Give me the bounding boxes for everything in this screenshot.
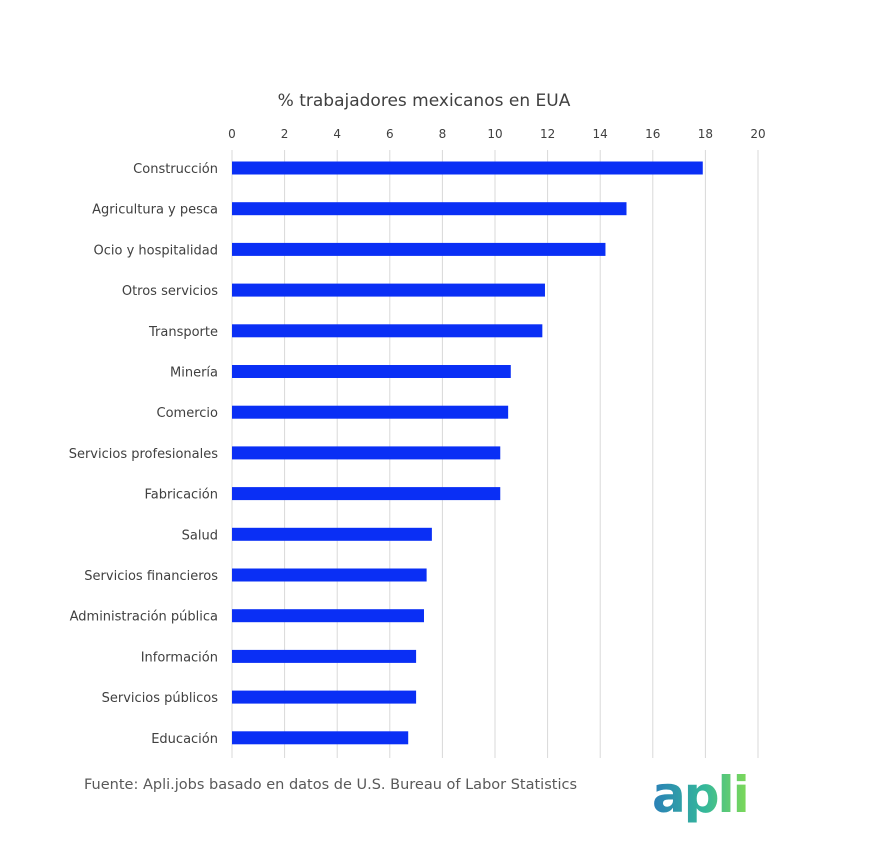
category-label: Transporte bbox=[148, 325, 218, 340]
bar bbox=[232, 446, 501, 460]
x-tick-label: 12 bbox=[540, 127, 555, 141]
bar bbox=[232, 527, 432, 541]
category-label: Salud bbox=[182, 528, 218, 543]
x-tick-label: 8 bbox=[439, 127, 447, 141]
x-tick-label: 16 bbox=[645, 127, 660, 141]
x-tick-label: 10 bbox=[487, 127, 502, 141]
apli-logo: apli bbox=[652, 770, 750, 824]
chart-title: % trabajadores mexicanos en EUA bbox=[278, 91, 571, 111]
bar bbox=[232, 609, 424, 623]
category-label: Administración pública bbox=[70, 610, 218, 625]
logo-text: apli bbox=[652, 770, 748, 824]
bars bbox=[232, 161, 703, 745]
category-label: Servicios públicos bbox=[102, 691, 219, 706]
bar bbox=[232, 649, 417, 663]
category-label: Agricultura y pesca bbox=[92, 203, 218, 218]
x-tick-label: 20 bbox=[750, 127, 765, 141]
x-tick-label: 2 bbox=[281, 127, 289, 141]
x-tick-label: 6 bbox=[386, 127, 394, 141]
x-tick-label: 4 bbox=[333, 127, 341, 141]
x-tick-label: 0 bbox=[228, 127, 236, 141]
bar bbox=[232, 731, 409, 745]
source-note: Fuente: Apli.jobs basado en datos de U.S… bbox=[84, 777, 577, 793]
bar bbox=[232, 242, 606, 256]
bar bbox=[232, 487, 501, 501]
category-label: Información bbox=[141, 650, 218, 665]
category-label: Fabricación bbox=[144, 488, 218, 503]
category-label: Minería bbox=[170, 366, 218, 381]
category-label: Comercio bbox=[157, 406, 219, 421]
bar-chart: % trabajadores mexicanos en EUA 0 2 4 6 8 10 1… bbox=[69, 91, 766, 758]
category-labels: Construcción Agricultura y pesca Ocio y ho… bbox=[69, 162, 219, 747]
category-label: Servicios profesionales bbox=[69, 447, 219, 462]
category-label: Servicios financieros bbox=[84, 569, 218, 584]
category-label: Otros servicios bbox=[122, 284, 218, 299]
bar bbox=[232, 365, 511, 378]
bar bbox=[232, 324, 543, 338]
x-tick-label: 18 bbox=[698, 127, 713, 141]
bar bbox=[232, 283, 545, 297]
bar bbox=[232, 202, 627, 216]
bar bbox=[232, 161, 703, 175]
bar bbox=[232, 690, 417, 704]
x-tick-label: 14 bbox=[593, 127, 608, 141]
category-label: Educación bbox=[151, 732, 218, 747]
category-label: Construcción bbox=[133, 162, 218, 177]
bar bbox=[232, 568, 427, 582]
category-label: Ocio y hospitalidad bbox=[94, 243, 219, 258]
x-axis-ticks: 0 2 4 6 8 10 12 14 16 18 20 bbox=[228, 127, 765, 141]
bar bbox=[232, 405, 509, 419]
